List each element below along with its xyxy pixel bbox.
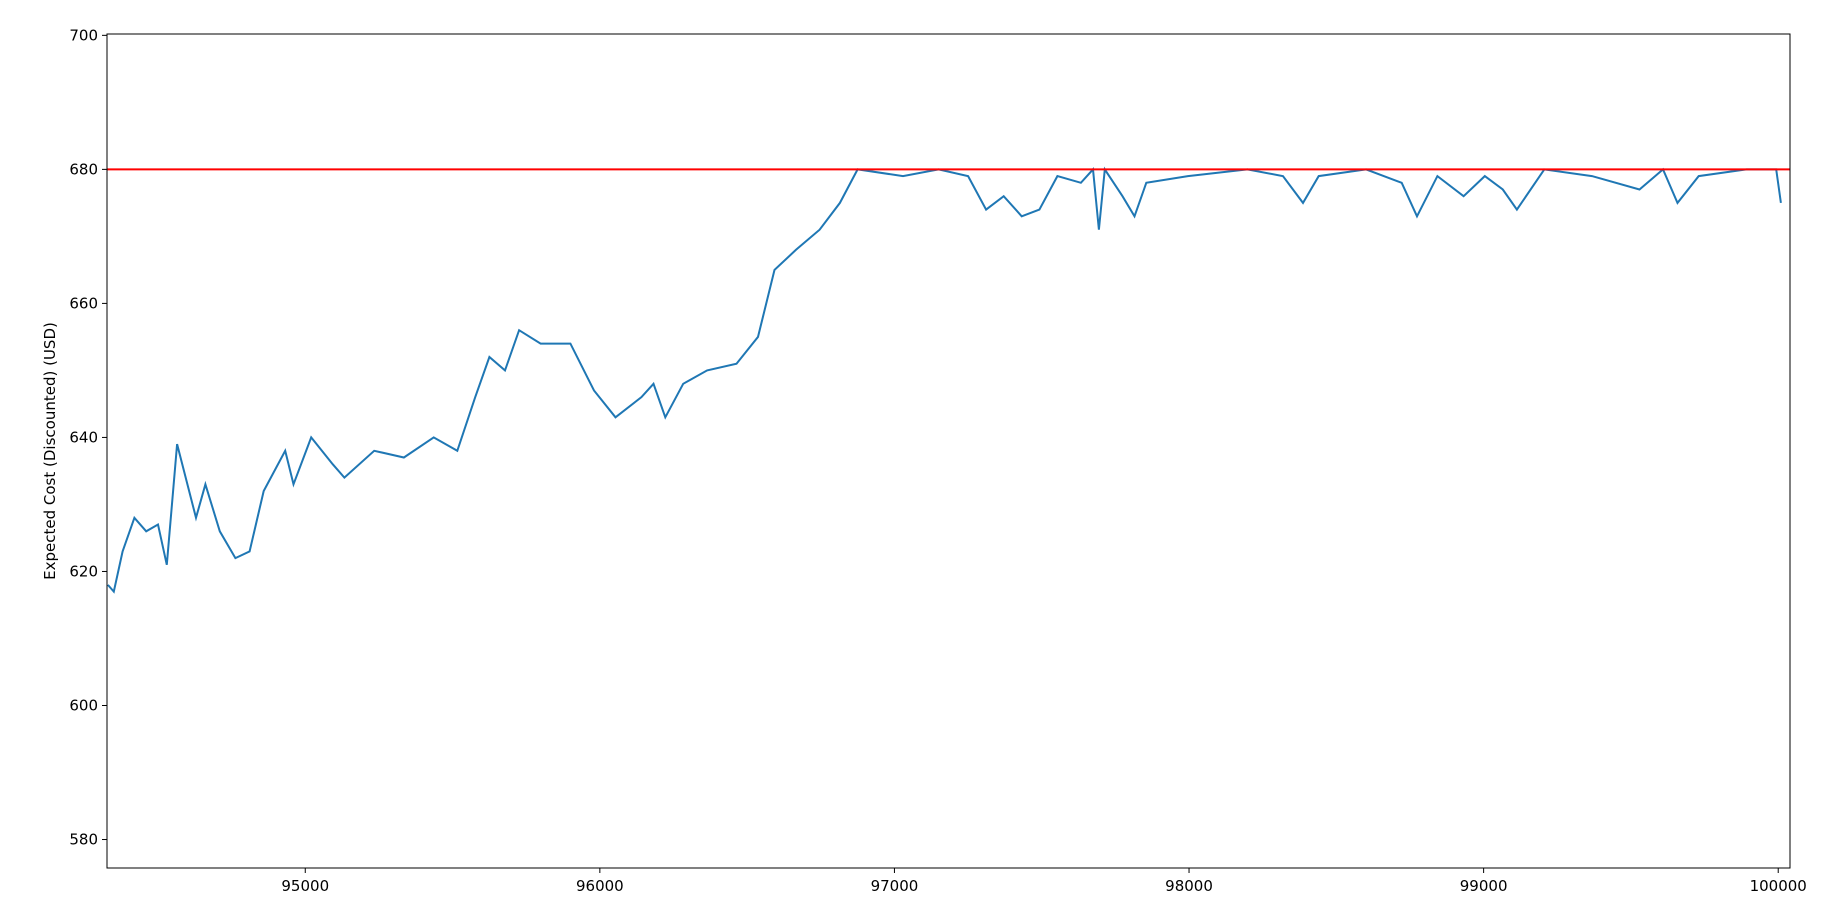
y-tick-label: 580 [69, 831, 98, 849]
y-tick-label: 660 [69, 294, 98, 312]
y-tick-label: 600 [69, 696, 98, 714]
y-tick-label: 700 [69, 26, 98, 44]
x-tick-label: 95000 [281, 877, 329, 895]
y-tick-label: 620 [69, 562, 98, 580]
x-tick-label: 99000 [1460, 877, 1508, 895]
data-line [107, 166, 1782, 594]
x-tick-label: 96000 [576, 877, 624, 895]
plot-frame [106, 33, 1791, 869]
y-tick-label: 680 [69, 160, 98, 178]
x-tick-label: 98000 [1165, 877, 1213, 895]
x-tick-label: 97000 [871, 877, 919, 895]
y-tick-label: 640 [69, 428, 98, 446]
x-tick-label: 100000 [1750, 877, 1807, 895]
y-axis-label: Expected Cost (Discounted) (USD) [41, 322, 59, 580]
